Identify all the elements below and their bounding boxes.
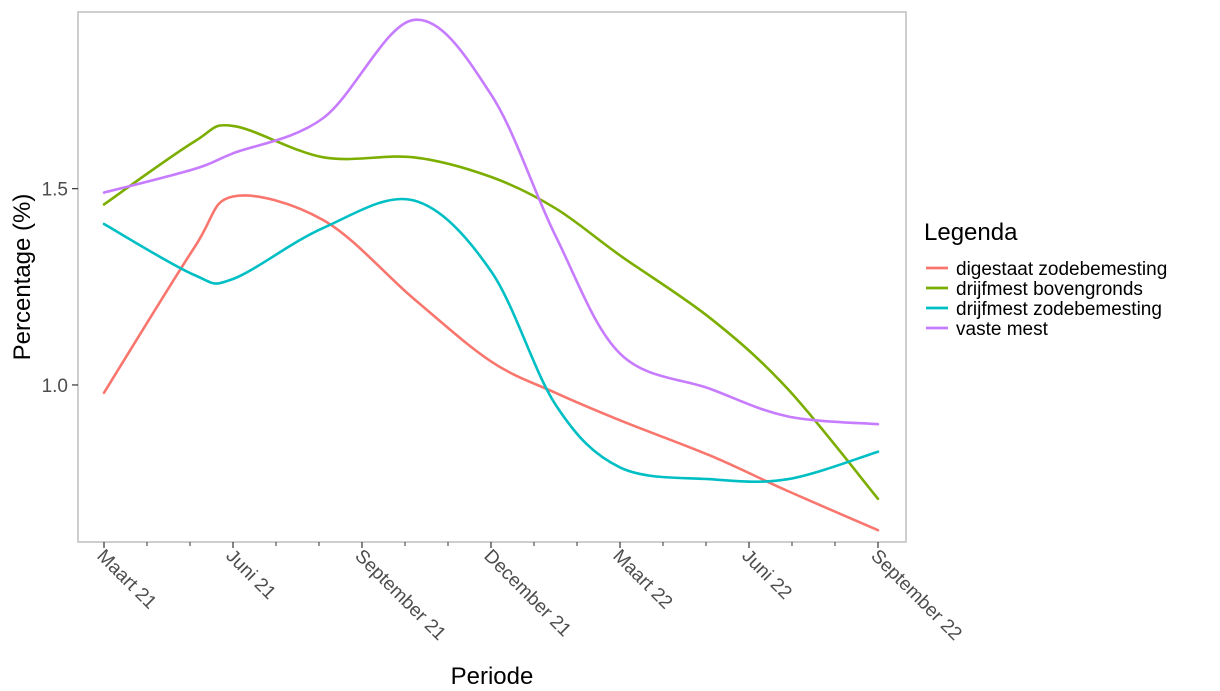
x-axis: Maart 21 Juni 21 September 21 December 21 Ma… xyxy=(92,542,966,645)
series-line-drijfmest-zodebemesting xyxy=(102,197,880,484)
legend-label: drijfmest zodebemesting xyxy=(956,299,1162,320)
x-tick-label: September 22 xyxy=(866,546,965,645)
y-axis-title: Percentage (%) xyxy=(9,194,36,361)
series-line-drijfmest-bovengronds xyxy=(102,123,880,501)
legend-label: vaste mest xyxy=(956,319,1049,340)
series-line-digestaat-zodebemesting xyxy=(102,194,880,532)
y-axis: 1.0 1.5 xyxy=(42,180,78,397)
x-tick-label: Juni 21 xyxy=(221,546,279,604)
x-tick-label: December 21 xyxy=(479,546,575,642)
legend-label: drijfmest bovengronds xyxy=(956,279,1143,300)
legend-label: digestaat zodebemesting xyxy=(956,259,1167,280)
x-tick-label: Juni 22 xyxy=(737,546,795,604)
x-tick-label: September 21 xyxy=(350,546,449,645)
plot-panel xyxy=(77,11,907,543)
series-lines xyxy=(102,18,880,532)
x-tick-label: Maart 22 xyxy=(608,546,676,614)
series-line-vaste-mest xyxy=(102,18,880,426)
x-tick-label: Maart 21 xyxy=(92,546,160,614)
legend: Legenda digestaat zodebemestingdrijfmest… xyxy=(924,219,1167,340)
x-axis-title: Periode xyxy=(451,663,534,690)
y-tick-label: 1.0 xyxy=(42,376,68,397)
y-tick-label: 1.5 xyxy=(42,180,68,201)
legend-title: Legenda xyxy=(924,219,1018,246)
